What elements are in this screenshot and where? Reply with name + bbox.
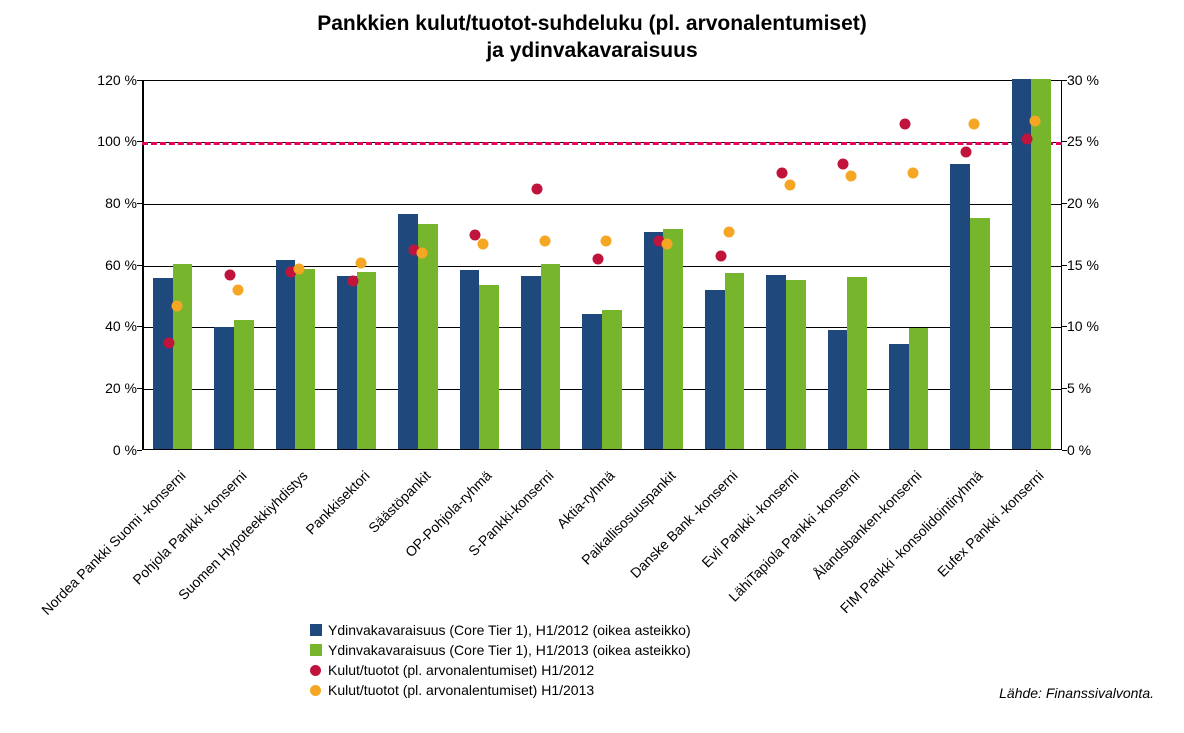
scatter-dot	[785, 180, 796, 191]
bar	[602, 310, 622, 448]
y-right-tick-label: 25 %	[1067, 133, 1099, 149]
tick-left	[137, 326, 142, 327]
bar	[337, 276, 357, 449]
bar	[173, 264, 193, 449]
source-caption: Lähde: Finanssivalvonta.	[999, 685, 1154, 701]
scatter-dot	[233, 285, 244, 296]
scatter-dot	[417, 248, 428, 259]
legend-row: Ydinvakavaraisuus (Core Tier 1), H1/2013…	[310, 640, 691, 660]
tick-left	[137, 450, 142, 451]
bar	[786, 280, 806, 449]
tick-left	[137, 265, 142, 266]
scatter-dot	[715, 251, 726, 262]
legend: Ydinvakavaraisuus (Core Tier 1), H1/2012…	[310, 620, 691, 700]
scatter-dot	[347, 276, 358, 287]
bar	[644, 232, 664, 449]
bar	[725, 273, 745, 448]
bar	[950, 164, 970, 449]
scatter-dot	[1030, 115, 1041, 126]
scatter-dot	[907, 168, 918, 179]
tick-left	[137, 203, 142, 204]
scatter-dot	[225, 269, 236, 280]
y-left-tick-label: 120 %	[97, 72, 137, 88]
y-left-tick-label: 100 %	[97, 133, 137, 149]
title-line-1: Pankkien kulut/tuotot-suhdeluku (pl. arv…	[317, 12, 867, 35]
legend-dot-swatch	[310, 685, 321, 696]
bar	[541, 264, 561, 449]
scatter-dot	[846, 171, 857, 182]
legend-row: Kulut/tuotot (pl. arvonalentumiset) H1/2…	[310, 660, 691, 680]
bar	[889, 344, 909, 449]
scatter-dot	[899, 118, 910, 129]
legend-label: Ydinvakavaraisuus (Core Tier 1), H1/2012…	[328, 622, 691, 638]
bar	[1031, 79, 1051, 449]
reference-line	[142, 142, 1062, 145]
scatter-dot	[969, 118, 980, 129]
scatter-dot	[163, 337, 174, 348]
legend-row: Ydinvakavaraisuus (Core Tier 1), H1/2012…	[310, 620, 691, 640]
scatter-dot	[777, 168, 788, 179]
tick-left	[137, 141, 142, 142]
bar	[970, 218, 990, 449]
bar	[295, 269, 315, 449]
bar	[234, 320, 254, 448]
title-line-2: ja ydinvakavaraisuus	[486, 39, 697, 62]
scatter-dot	[662, 239, 673, 250]
bar	[847, 277, 867, 448]
bar	[521, 276, 541, 449]
y-right-tick-label: 10 %	[1067, 318, 1099, 334]
y-left-tick-label: 80 %	[105, 195, 137, 211]
legend-label: Kulut/tuotot (pl. arvonalentumiset) H1/2…	[328, 662, 594, 678]
legend-row: Kulut/tuotot (pl. arvonalentumiset) H1/2…	[310, 680, 691, 700]
y-left-tick-label: 20 %	[105, 380, 137, 396]
bar	[663, 229, 683, 449]
y-right-tick-label: 5 %	[1067, 380, 1091, 396]
bar	[909, 328, 929, 449]
scatter-dot	[601, 235, 612, 246]
legend-bar-swatch	[310, 624, 322, 636]
scatter-dot	[723, 226, 734, 237]
scatter-dot	[1022, 134, 1033, 145]
y-right-tick-label: 20 %	[1067, 195, 1099, 211]
scatter-dot	[593, 254, 604, 265]
y-left-tick-label: 40 %	[105, 318, 137, 334]
bar	[276, 260, 296, 449]
scatter-dot	[961, 146, 972, 157]
scatter-dot	[531, 183, 542, 194]
bar	[214, 327, 234, 449]
y-left-tick-label: 60 %	[105, 257, 137, 273]
y-right-tick-label: 30 %	[1067, 72, 1099, 88]
bar	[828, 330, 848, 448]
bar	[153, 278, 173, 448]
bar	[479, 285, 499, 449]
legend-label: Kulut/tuotot (pl. arvonalentumiset) H1/2…	[328, 682, 594, 698]
bar	[460, 270, 480, 449]
bar	[705, 290, 725, 449]
legend-bar-swatch	[310, 644, 322, 656]
legend-dot-swatch	[310, 665, 321, 676]
legend-label: Ydinvakavaraisuus (Core Tier 1), H1/2013…	[328, 642, 691, 658]
y-right-tick-label: 0 %	[1067, 442, 1091, 458]
plot-region	[142, 80, 1062, 450]
y-left-tick-label: 0 %	[113, 442, 137, 458]
scatter-dot	[294, 263, 305, 274]
scatter-dot	[171, 300, 182, 311]
bar	[582, 314, 602, 448]
bar	[766, 275, 786, 449]
left-axis-spine	[142, 81, 144, 449]
tick-left	[137, 80, 142, 81]
y-right-tick-label: 15 %	[1067, 257, 1099, 273]
scatter-dot	[478, 239, 489, 250]
scatter-dot	[355, 257, 366, 268]
bar	[357, 272, 377, 448]
chart-title: Pankkien kulut/tuotot-suhdeluku (pl. arv…	[20, 10, 1164, 65]
scatter-dot	[539, 235, 550, 246]
scatter-dot	[838, 158, 849, 169]
tick-left	[137, 388, 142, 389]
gridline	[142, 204, 1062, 205]
chart-area: Nordea Pankki Suomi -konserniPohjola Pan…	[72, 80, 1112, 470]
